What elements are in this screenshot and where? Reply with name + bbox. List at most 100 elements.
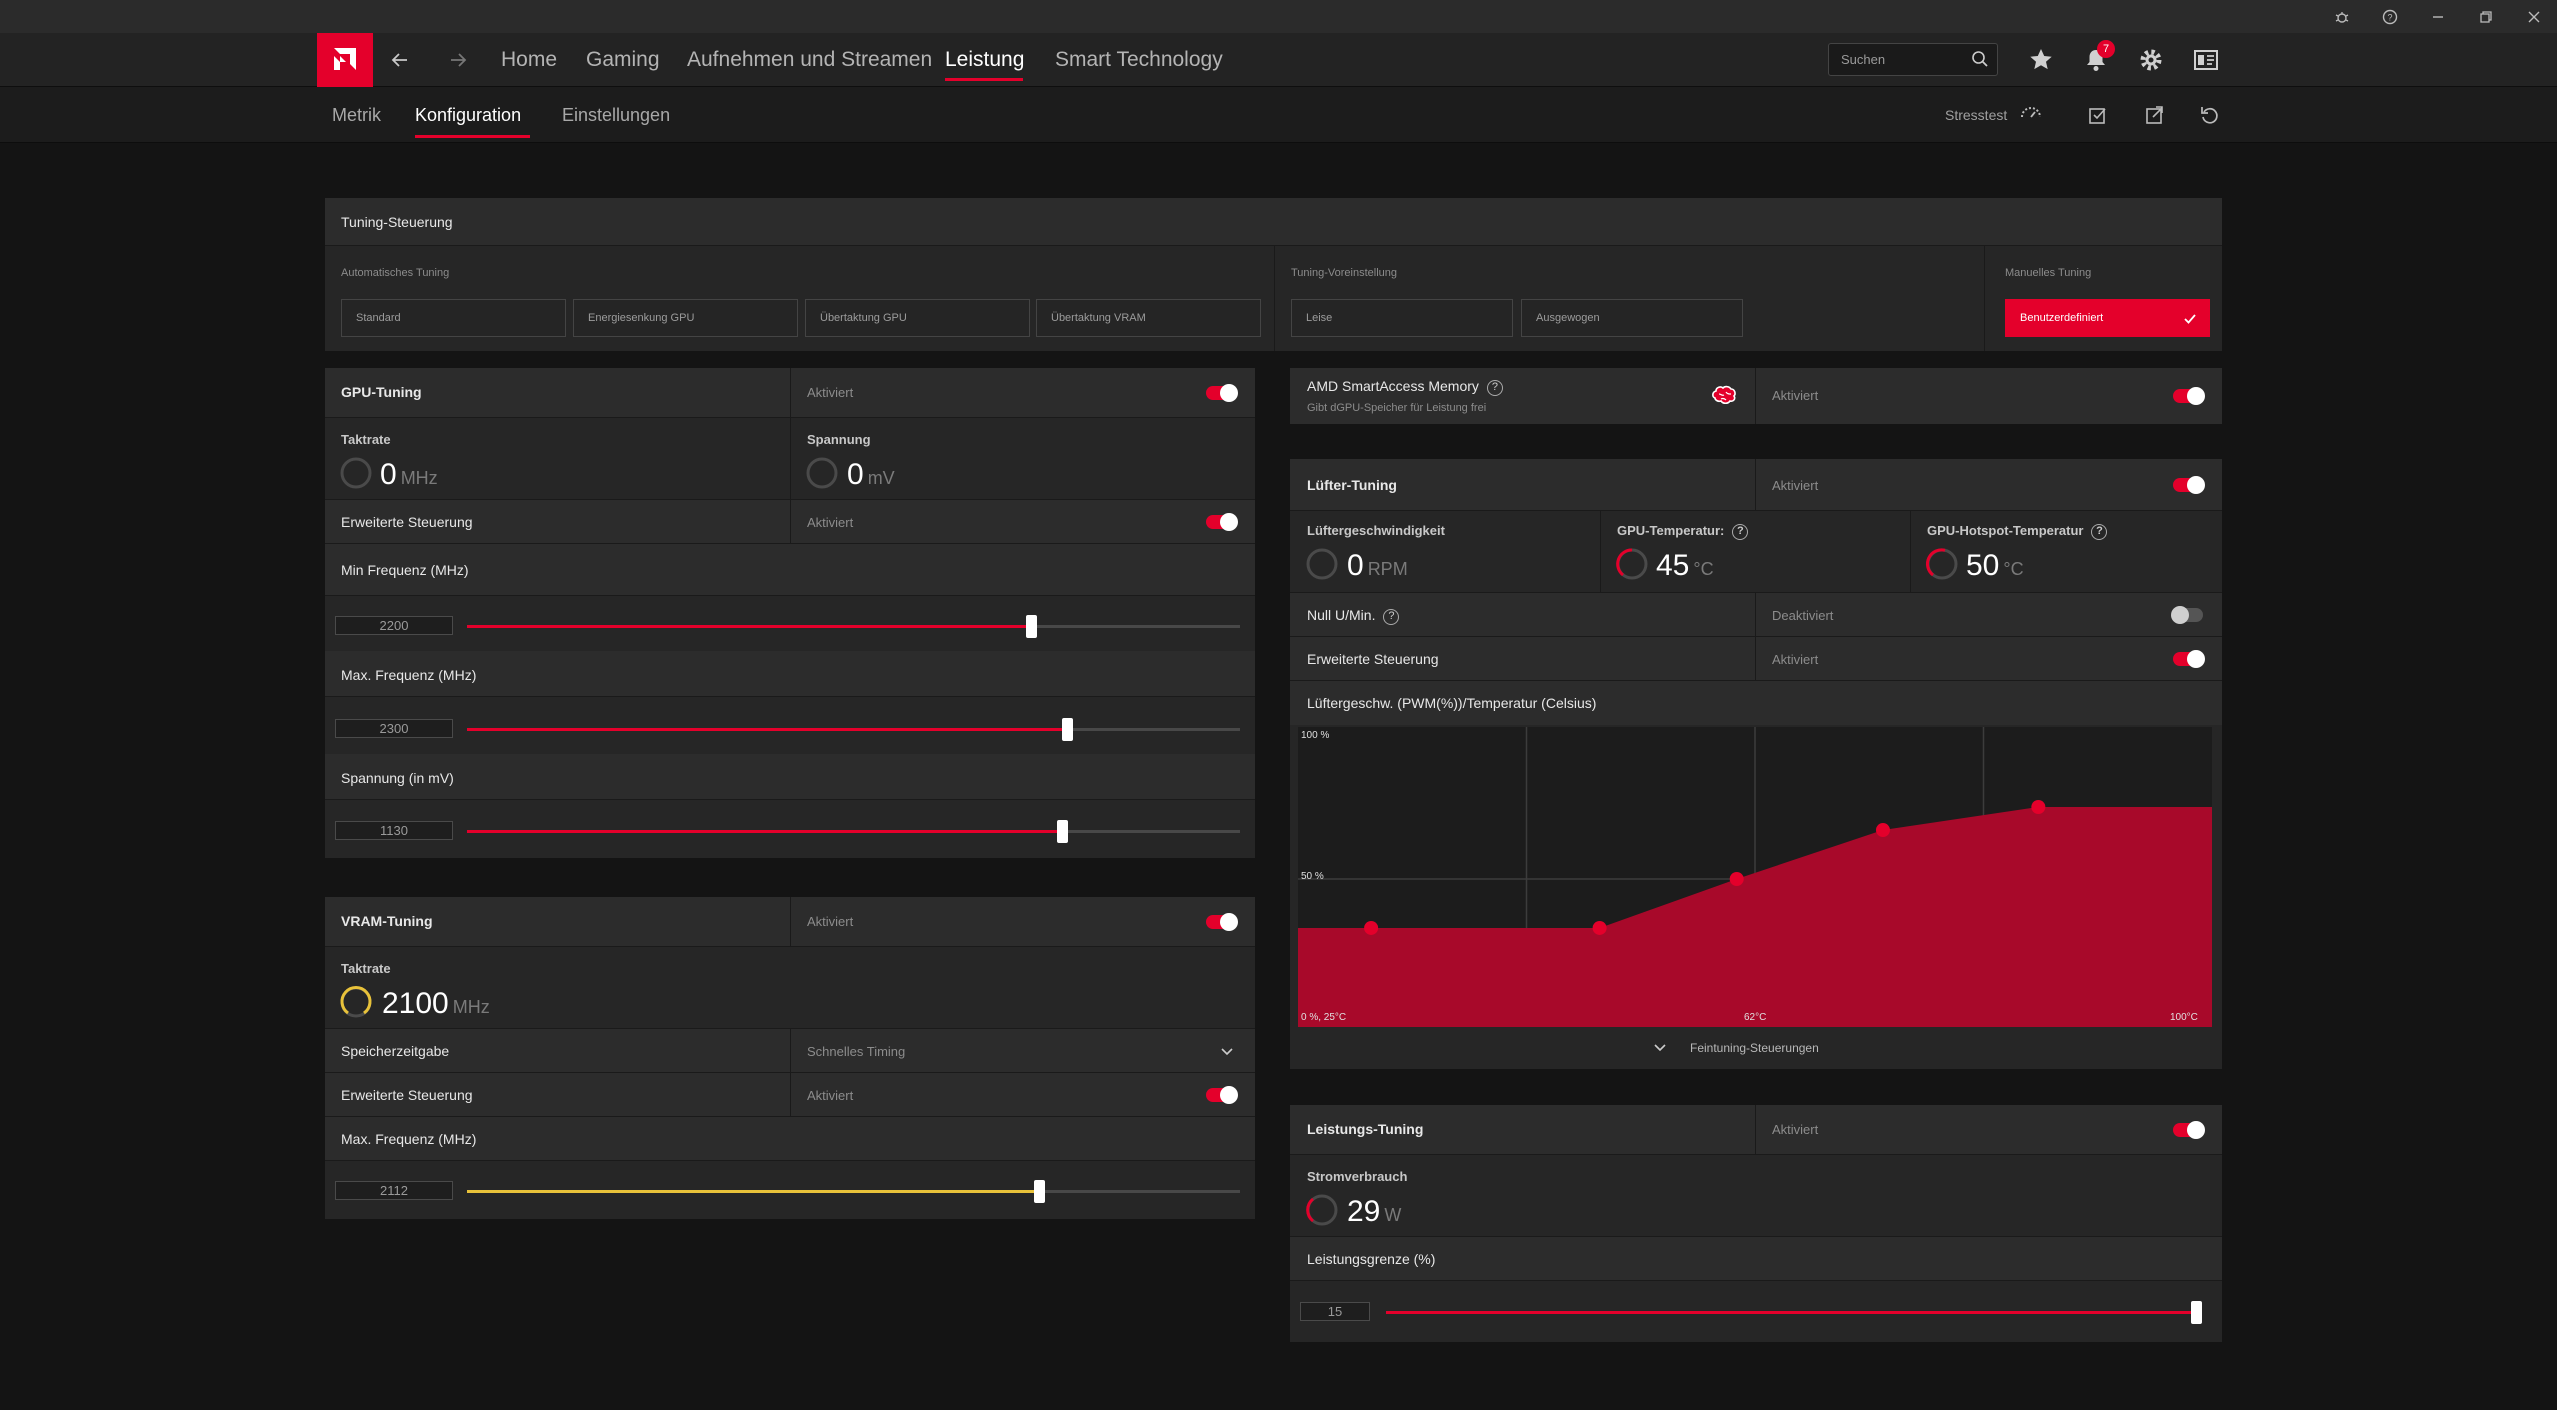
gpu-tuning-toggle[interactable]: [1206, 384, 1238, 402]
favorites-star-icon[interactable]: [2024, 43, 2060, 77]
gpu-clock-gauge-icon: [340, 457, 372, 489]
max-frequency-input[interactable]: 2300: [335, 719, 453, 738]
nav-performance[interactable]: Leistung: [945, 48, 1025, 71]
power-tuning-title: Leistungs-Tuning: [1307, 1121, 1424, 1137]
fan-speed-gauge-icon: [1306, 548, 1338, 580]
auto-tuning-standard-button[interactable]: Standard: [341, 299, 566, 337]
reset-icon[interactable]: [2195, 100, 2225, 130]
auto-tuning-overclock-gpu-button[interactable]: Übertaktung GPU: [805, 299, 1030, 337]
preset-quiet-button[interactable]: Leise: [1291, 299, 1513, 337]
max-frequency-slider[interactable]: [467, 718, 1240, 741]
power-tuning-toggle[interactable]: [2173, 1121, 2205, 1139]
restore-icon[interactable]: [2462, 0, 2510, 33]
profile-card-icon[interactable]: [2189, 43, 2225, 77]
smart-access-help-icon[interactable]: ?: [1486, 380, 1503, 396]
preset-balanced-button[interactable]: Ausgewogen: [1521, 299, 1743, 337]
close-icon[interactable]: [2510, 0, 2557, 33]
back-arrow-icon[interactable]: [380, 33, 420, 87]
fan-curve-point-3[interactable]: [1875, 823, 1890, 838]
fan-curve-point-4[interactable]: [2031, 800, 2046, 814]
search-box[interactable]: [1828, 43, 1998, 76]
fan-tuning-toggle[interactable]: [2173, 476, 2205, 494]
nav-active-underline: [945, 78, 1023, 81]
vram-max-frequency-slider[interactable]: [467, 1180, 1240, 1203]
memory-timing-select[interactable]: Schnelles Timing: [807, 1044, 906, 1059]
max-frequency-slider-thumb[interactable]: [1062, 718, 1073, 741]
power-limit-input[interactable]: 15: [1300, 1302, 1370, 1321]
export-profile-icon[interactable]: [2140, 100, 2170, 130]
voltage-slider-thumb[interactable]: [1057, 820, 1068, 843]
nav-record-stream[interactable]: Aufnehmen und Streamen: [687, 48, 933, 71]
stress-test-gauge-icon[interactable]: [2018, 100, 2048, 130]
x-axis-mid-label: 62°C: [1744, 1012, 1767, 1023]
minimize-icon[interactable]: [2414, 0, 2462, 33]
power-tuning-panel: Leistungs-Tuning Aktiviert Stromverbrauc…: [1290, 1105, 2222, 1342]
nav-gaming[interactable]: Gaming: [586, 48, 660, 71]
auto-tuning-undervolt-button[interactable]: Energiesenkung GPU: [573, 299, 798, 337]
memory-timing-label: Speicherzeitgabe: [341, 1043, 450, 1059]
zero-rpm-help-icon[interactable]: ?: [1383, 609, 1400, 625]
chevron-down-icon[interactable]: [1219, 1043, 1235, 1059]
gpu-clock-label: Taktrate: [341, 432, 391, 447]
smart-access-memory-toggle[interactable]: [2173, 387, 2205, 405]
fine-tuning-label[interactable]: Feintuning-Steuerungen: [1690, 1041, 1819, 1055]
fan-curve-point-0[interactable]: [1364, 920, 1379, 935]
zero-rpm-label: Null U/Min.?: [1307, 607, 1400, 625]
voltage-input[interactable]: 1130: [335, 821, 453, 840]
checkmark-icon: [2184, 314, 2196, 324]
gpu-hotspot-help-icon[interactable]: ?: [2091, 524, 2108, 540]
save-profile-icon[interactable]: [2083, 100, 2113, 130]
fan-curve-point-2[interactable]: [1729, 872, 1744, 886]
help-icon[interactable]: ?: [2366, 0, 2414, 33]
power-limit-slider-thumb[interactable]: [2191, 1301, 2202, 1324]
power-consumption-value: 29 W: [1347, 1195, 1402, 1228]
power-limit-slider[interactable]: [1386, 1301, 2202, 1324]
vram-max-frequency-slider-thumb[interactable]: [1034, 1180, 1045, 1203]
manual-tuning-custom-label: Benutzerdefiniert: [2020, 312, 2104, 324]
min-frequency-slider[interactable]: [467, 615, 1240, 638]
svg-text:?: ?: [2387, 13, 2392, 23]
fan-curve-chart[interactable]: 100 % 50 % 0 %, 25°C 62°C 100°C: [1298, 727, 2212, 1027]
brain-icon: [1712, 385, 1736, 405]
nav-home[interactable]: Home: [501, 48, 558, 71]
fan-curve-point-1[interactable]: [1592, 920, 1607, 935]
gpu-hotspot-temperature-label: GPU-Hotspot-Temperatur?: [1927, 523, 2108, 540]
vram-max-frequency-input[interactable]: 2112: [335, 1181, 453, 1200]
gpu-tuning-title: GPU-Tuning: [341, 384, 422, 400]
gpu-temperature-label: GPU-Temperatur:?: [1617, 523, 1749, 540]
tuning-control-panel: Tuning-Steuerung Automatisches Tuning St…: [325, 198, 2222, 351]
vram-advanced-control-toggle[interactable]: [1206, 1086, 1238, 1104]
voltage-label: Spannung (in mV): [341, 770, 454, 786]
gpu-voltage-value: 0 mV: [847, 458, 895, 491]
gpu-advanced-control-toggle[interactable]: [1206, 513, 1238, 531]
bug-report-icon[interactable]: [2318, 0, 2366, 33]
min-frequency-slider-thumb[interactable]: [1026, 615, 1037, 638]
auto-tuning-overclock-vram-button[interactable]: Übertaktung VRAM: [1036, 299, 1261, 337]
fan-advanced-control-toggle[interactable]: [2173, 650, 2205, 668]
fan-speed-label: Lüftergeschwindigkeit: [1307, 523, 1445, 538]
fine-tuning-chevron-icon[interactable]: [1652, 1039, 1668, 1055]
gpu-hotspot-temperature-value: 50 °C: [1966, 549, 2024, 582]
zero-rpm-status: Deaktiviert: [1772, 608, 1834, 623]
manual-tuning-label: Manuelles Tuning: [2005, 267, 2092, 279]
tab-metrics[interactable]: Metrik: [332, 105, 381, 125]
zero-rpm-toggle[interactable]: [2171, 606, 2203, 624]
tab-configuration[interactable]: Konfiguration: [415, 105, 522, 125]
gpu-temperature-help-icon[interactable]: ?: [1732, 524, 1749, 540]
amd-logo-icon[interactable]: [317, 33, 373, 87]
forward-arrow-icon[interactable]: [438, 33, 478, 87]
vram-tuning-status: Aktiviert: [807, 914, 854, 929]
tab-settings[interactable]: Einstellungen: [562, 105, 671, 125]
vram-clock-label: Taktrate: [341, 961, 391, 976]
nav-smart-technology[interactable]: Smart Technology: [1055, 48, 1223, 71]
search-icon[interactable]: [1971, 50, 1989, 73]
settings-gear-icon[interactable]: [2134, 43, 2170, 77]
fan-curve-area: [1298, 807, 2212, 1027]
vram-tuning-toggle[interactable]: [1206, 913, 1238, 931]
stress-test-label[interactable]: Stresstest: [1945, 107, 2008, 123]
fine-tuning-toggle-row[interactable]: Feintuning-Steuerungen: [1290, 1027, 2222, 1069]
min-frequency-input[interactable]: 2200: [335, 616, 453, 635]
voltage-slider[interactable]: [467, 820, 1240, 843]
search-input[interactable]: [1829, 44, 1959, 75]
manual-tuning-custom-button[interactable]: Benutzerdefiniert: [2005, 299, 2210, 337]
